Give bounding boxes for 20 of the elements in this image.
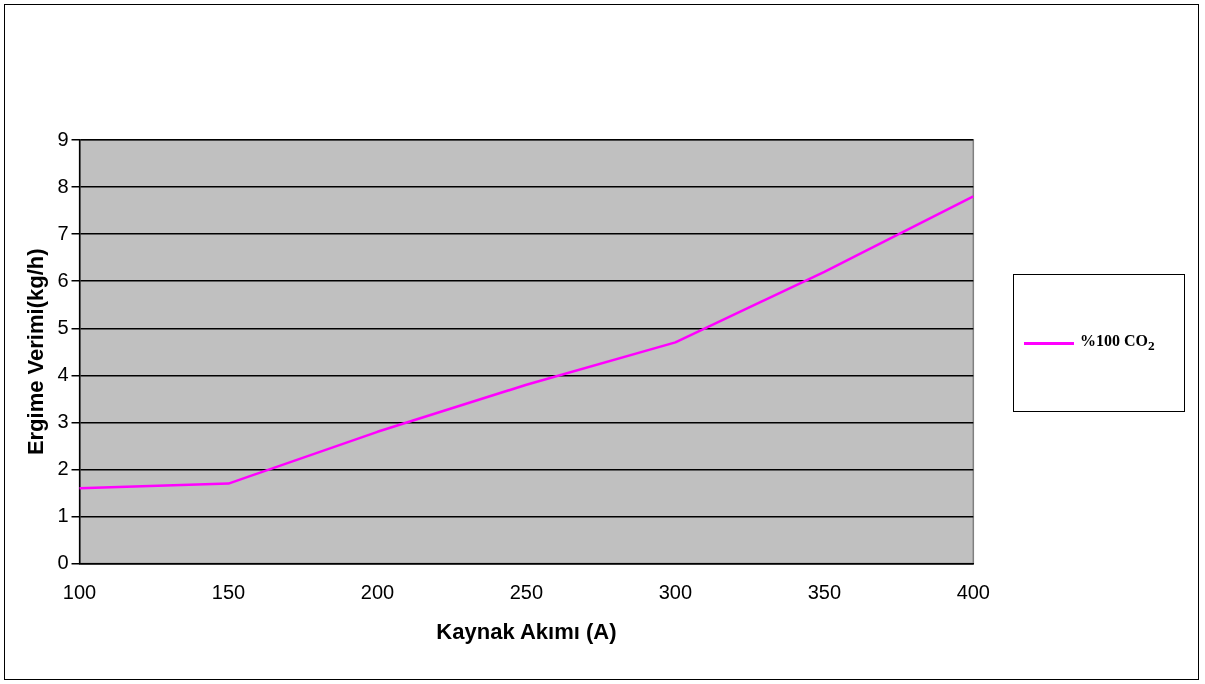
y-tick-label: 6	[57, 268, 69, 291]
x-tick-label: 150	[211, 581, 246, 604]
y-tick-label: 4	[57, 362, 69, 385]
y-tick-label: 1	[57, 504, 69, 527]
x-axis-title: Kaynak Akımı (A)	[436, 618, 617, 644]
y-tick-label: 0	[57, 551, 69, 574]
y-tick-label: 5	[57, 315, 69, 338]
y-tick-label: 2	[57, 456, 69, 479]
x-tick-label: 350	[807, 581, 842, 604]
legend-label: %100 CO$_{2}$	[1080, 331, 1155, 355]
y-tick-label: 8	[57, 174, 69, 197]
y-tick-label: 3	[57, 409, 69, 432]
y-tick-label: 7	[57, 221, 69, 244]
x-tick-label: 250	[509, 581, 544, 604]
x-tick-label: 300	[658, 581, 693, 604]
x-tick-label: 400	[956, 581, 990, 604]
x-tick-label: 200	[360, 581, 395, 604]
y-tick-label: 9	[57, 127, 69, 150]
y-axis-title: Ergime Verimi(kg/h)	[23, 248, 49, 456]
x-tick-label: 100	[62, 581, 97, 604]
